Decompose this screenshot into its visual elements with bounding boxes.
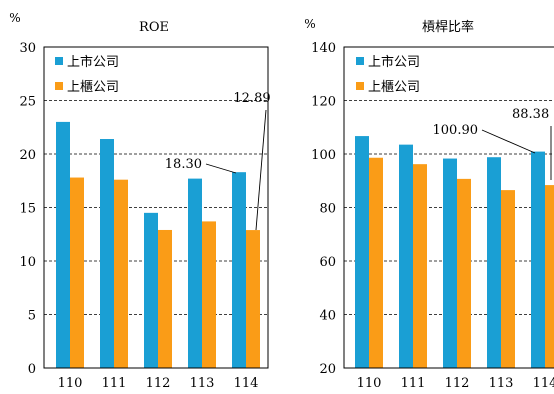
y-tick-label: 15	[19, 202, 36, 217]
x-tick-label: 114	[234, 376, 259, 391]
bar-otc-112	[158, 229, 172, 368]
y-tick-label: 10	[19, 255, 36, 270]
bar-otc-110	[369, 157, 383, 368]
bar-otc-113	[501, 190, 515, 368]
x-tick-label: 112	[445, 376, 470, 391]
x-tick-label: 111	[102, 376, 127, 391]
bar-otc-112	[457, 178, 471, 368]
chart-title: ROE	[139, 20, 169, 35]
x-tick-label: 113	[489, 376, 514, 391]
y-unit-label: %	[304, 17, 315, 31]
annotation-label: 18.30	[165, 157, 202, 172]
legend-swatch	[55, 57, 63, 65]
plot-frame	[43, 46, 269, 369]
annotation-label: 100.90	[433, 123, 479, 138]
bar-listed-112	[443, 158, 457, 368]
y-tick-label: 140	[311, 41, 336, 56]
x-tick-label: 112	[146, 376, 171, 391]
annotation-label: 88.38	[512, 107, 549, 122]
legend-swatch	[55, 82, 63, 90]
bar-otc-114	[545, 185, 554, 368]
bar-listed-110	[355, 136, 369, 368]
bar-otc-113	[202, 221, 216, 368]
bar-listed-113	[188, 178, 202, 368]
bar-listed-110	[56, 121, 70, 369]
x-tick-label: 110	[58, 376, 83, 391]
bar-listed-111	[100, 139, 114, 368]
bar-otc-111	[114, 179, 128, 368]
y-tick-label: 40	[319, 309, 336, 324]
y-tick-label: 20	[319, 362, 336, 377]
y-unit-label: %	[9, 11, 20, 25]
legend-label: 上市公司	[67, 54, 119, 70]
x-tick-label: 110	[357, 376, 382, 391]
y-tick-label: 60	[319, 255, 336, 270]
chart-title: 槓桿比率	[422, 19, 474, 35]
plot-frame	[343, 46, 554, 369]
y-tick-label: 0	[28, 362, 36, 377]
y-tick-label: 25	[19, 95, 36, 110]
bar-listed-114	[232, 172, 246, 368]
bar-otc-111	[413, 164, 427, 368]
annotation-leader	[481, 129, 536, 154]
x-tick-label: 114	[533, 376, 554, 391]
bar-otc-114	[246, 230, 260, 368]
bar-otc-110	[70, 177, 84, 368]
bar-listed-111	[399, 144, 413, 368]
annotation-label: 12.89	[233, 91, 270, 106]
x-tick-label: 113	[190, 376, 215, 391]
annotation-leader	[255, 109, 267, 231]
bar-listed-113	[487, 157, 501, 368]
legend-label: 上櫃公司	[67, 80, 119, 95]
legend-swatch	[356, 82, 364, 90]
y-tick-label: 20	[19, 148, 36, 163]
y-tick-label: 120	[311, 95, 336, 110]
annotation-leader	[205, 163, 237, 174]
y-tick-label: 100	[311, 148, 336, 163]
y-tick-label: 5	[28, 309, 36, 324]
x-tick-label: 111	[401, 376, 426, 391]
bar-listed-112	[144, 212, 158, 368]
bar-listed-114	[531, 151, 545, 368]
legend-label: 上櫃公司	[368, 80, 420, 95]
legend-label: 上市公司	[368, 54, 420, 70]
y-tick-label: 80	[319, 202, 336, 217]
y-tick-label: 30	[19, 41, 36, 56]
legend-swatch	[356, 57, 364, 65]
chart-panel-2: 槓桿比率% 20 40 60 80 100 120 140 110 111 112 113 114 上市公…	[304, 17, 554, 391]
